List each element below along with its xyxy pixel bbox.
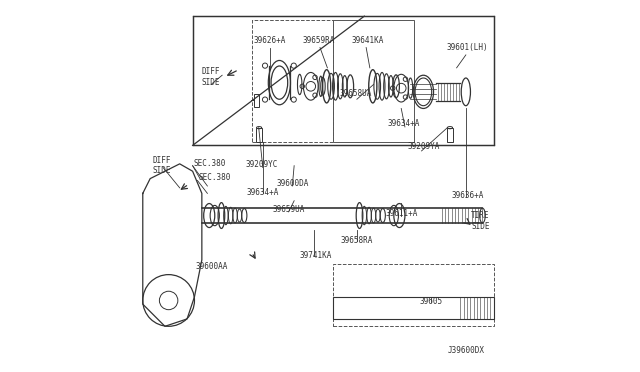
- Text: 39741KA: 39741KA: [299, 251, 332, 260]
- Text: SEC.380: SEC.380: [198, 173, 230, 182]
- Bar: [252, 20, 333, 142]
- Text: J39600DX: J39600DX: [447, 346, 484, 355]
- Text: 39634+A: 39634+A: [246, 188, 278, 197]
- Text: DIFF
SIDE: DIFF SIDE: [153, 156, 172, 175]
- Text: 39659RA: 39659RA: [303, 36, 335, 45]
- Text: 39634+A: 39634+A: [388, 119, 420, 128]
- Bar: [254, 94, 259, 107]
- Bar: [447, 128, 452, 142]
- Text: 39209YC: 39209YC: [246, 160, 278, 169]
- Bar: [333, 263, 493, 326]
- Text: DIFF
SIDE: DIFF SIDE: [202, 67, 220, 87]
- Bar: [193, 16, 493, 145]
- Text: 39659UA: 39659UA: [273, 205, 305, 215]
- Text: 39626+A: 39626+A: [254, 36, 286, 45]
- Text: 39636+A: 39636+A: [451, 191, 484, 200]
- Bar: [333, 297, 493, 319]
- Text: 39600DA: 39600DA: [276, 179, 308, 187]
- Text: TIRE
SIDE: TIRE SIDE: [472, 211, 490, 231]
- Text: 39601(LH): 39601(LH): [446, 43, 488, 52]
- Text: 39611+A: 39611+A: [386, 209, 418, 218]
- Bar: [333, 20, 414, 142]
- Text: 39605: 39605: [419, 297, 442, 306]
- Text: 39209YA: 39209YA: [408, 142, 440, 151]
- Text: 39641KA: 39641KA: [351, 36, 383, 45]
- Text: 39600AA: 39600AA: [196, 262, 228, 271]
- Text: 39658RA: 39658RA: [340, 236, 373, 245]
- Text: 39658UA: 39658UA: [340, 89, 372, 98]
- Bar: [257, 128, 262, 142]
- Text: SEC.380: SEC.380: [194, 158, 226, 168]
